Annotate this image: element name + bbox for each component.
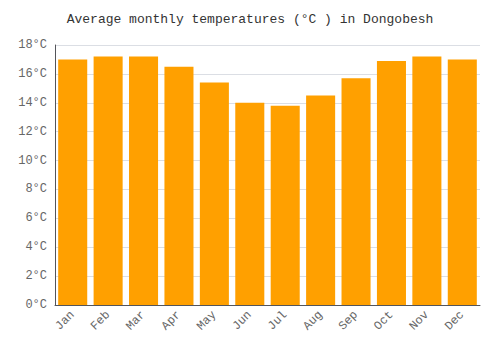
svg-text:Jun: Jun [230,308,255,333]
svg-text:Dec: Dec [442,308,467,333]
svg-text:Oct: Oct [371,308,396,333]
svg-text:14°C: 14°C [18,96,47,110]
svg-text:10°C: 10°C [18,154,47,168]
svg-text:Average monthly temperatures (: Average monthly temperatures (°C ) in Do… [67,12,434,27]
svg-text:Feb: Feb [88,308,113,333]
svg-text:Nov: Nov [407,308,432,333]
svg-text:2°C: 2°C [25,269,47,283]
svg-text:6°C: 6°C [25,211,47,225]
svg-text:Apr: Apr [159,308,184,333]
svg-text:4°C: 4°C [25,240,47,254]
svg-text:Aug: Aug [300,308,325,333]
svg-text:16°C: 16°C [18,67,47,81]
svg-text:8°C: 8°C [25,182,47,196]
svg-text:Jan: Jan [53,308,78,333]
svg-text:0°C: 0°C [25,298,47,312]
svg-text:12°C: 12°C [18,125,47,139]
svg-text:May: May [194,308,219,333]
svg-text:Jul: Jul [265,308,290,333]
svg-text:Mar: Mar [123,308,148,333]
svg-text:Sep: Sep [336,308,361,333]
svg-text:18°C: 18°C [18,38,47,52]
